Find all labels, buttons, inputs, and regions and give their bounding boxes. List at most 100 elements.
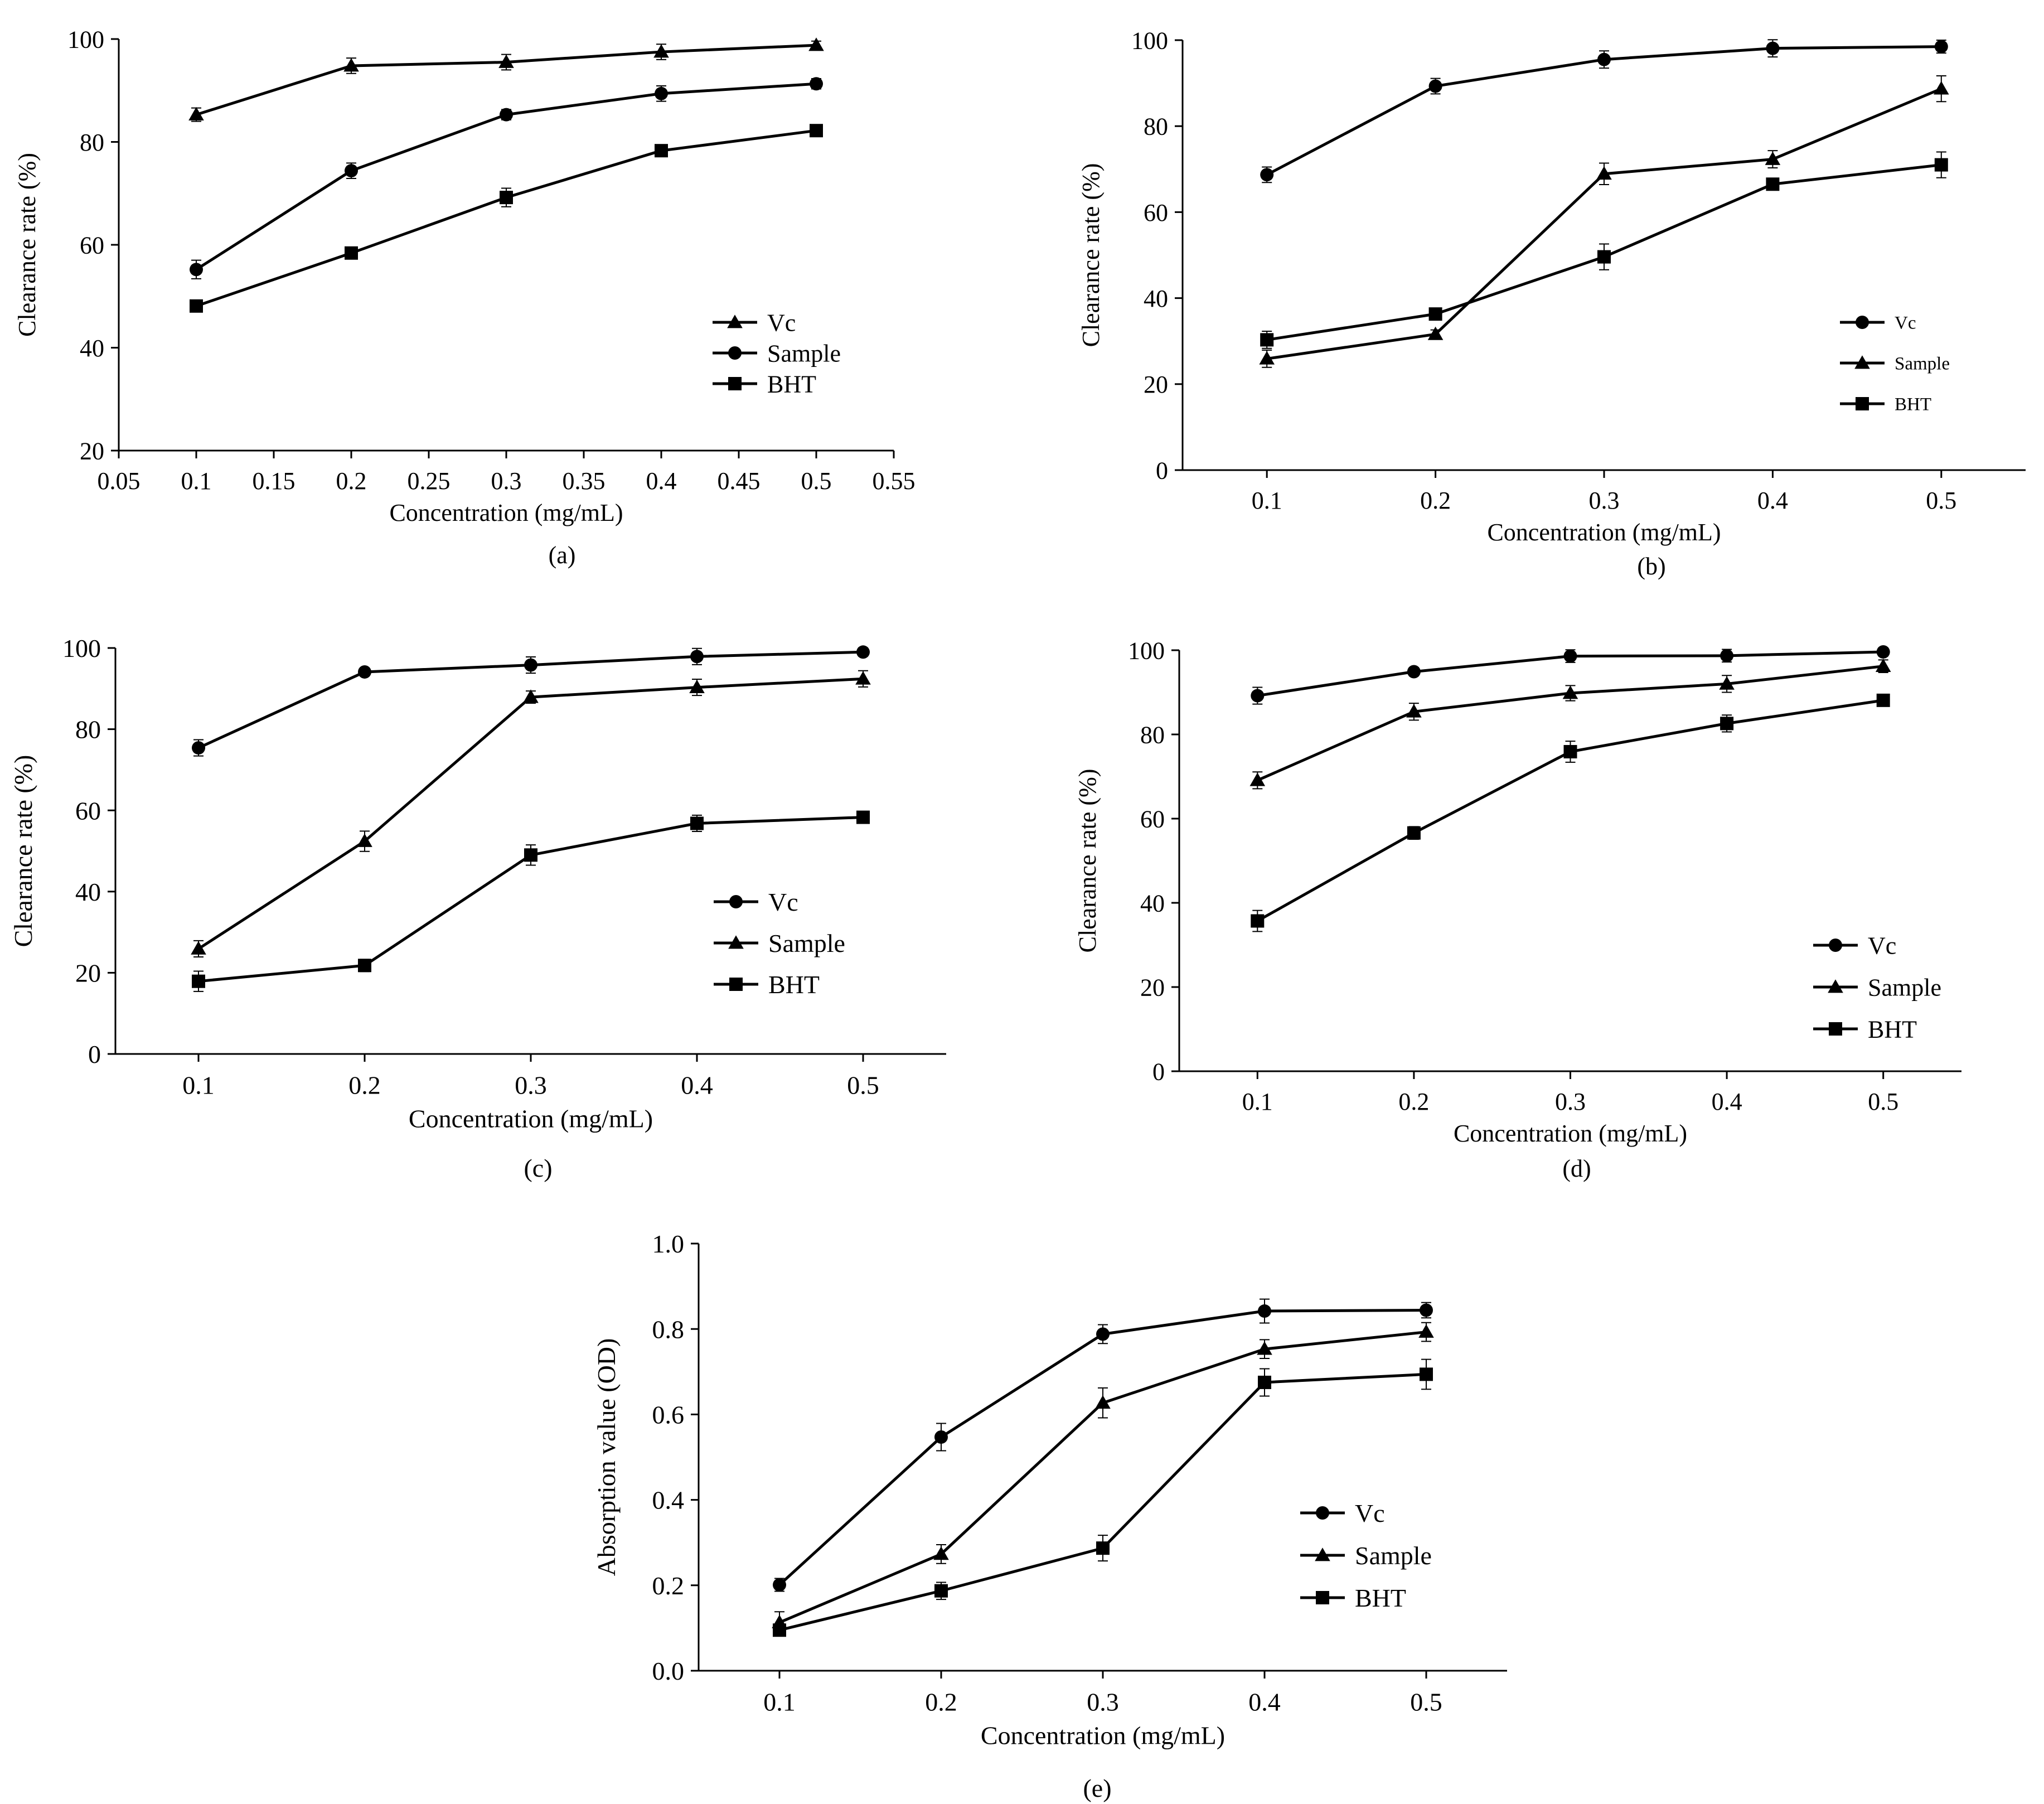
y-tick-label: 100 [62,634,101,662]
data-point [190,299,203,313]
y-tick-label: 100 [1131,27,1168,54]
y-tick-label: 60 [75,796,101,825]
data-point [498,54,514,68]
data-point [345,246,358,260]
legend-marker [1829,939,1842,952]
data-point [190,263,203,277]
x-tick-label: 0.3 [491,467,522,495]
y-tick-label: 60 [80,231,104,259]
series-sample [772,1322,1434,1634]
y-tick-label: 40 [1140,889,1165,917]
x-tick-label: 0.4 [1712,1088,1742,1115]
legend-item-sample: Sample [714,929,845,957]
data-point [1428,79,1442,93]
data-point [1597,250,1611,264]
y-tick-label: 40 [80,335,104,362]
x-tick-label: 0.4 [681,1071,713,1100]
y-tick-label: 0 [88,1040,101,1068]
data-point [690,816,704,830]
data-point [1251,689,1265,703]
data-point [500,191,513,205]
data-point [1876,693,1890,707]
x-tick-label: 0.1 [181,467,212,495]
x-tick-label: 0.5 [1926,487,1956,514]
data-point [524,848,537,862]
data-point [192,974,205,988]
legend-item-bht: BHT [713,370,816,398]
legend-label: Vc [1895,313,1916,333]
y-tick-label: 1.0 [652,1230,685,1258]
panel-caption: (d) [1562,1155,1591,1182]
series-vc [1260,39,1948,183]
x-axis-title: Concentration (mg/mL) [409,1104,653,1133]
x-tick-label: 0.3 [1555,1088,1586,1115]
data-point [1420,1367,1433,1381]
data-point [1563,649,1577,663]
legend-item-bht: BHT [1813,1015,1917,1043]
y-axis-title: Clearance rate (%) [1077,163,1105,347]
x-axis-title: Concentration (mg/mL) [1487,519,1721,546]
data-point [523,689,539,703]
panel-caption: (e) [1083,1774,1111,1802]
data-point [1418,1324,1434,1338]
data-point [188,107,204,120]
series-sample [1259,75,1949,368]
data-point [343,58,359,72]
legend-label: Vc [1355,1499,1385,1527]
y-tick-label: 20 [1144,371,1168,398]
chart-panel-a: 20 40 60 80 100 0.05 0.1 0.15 0.2 0.25 0.3 0.35 0.4 0… [13,26,916,569]
legend-label: BHT [1355,1584,1406,1612]
x-tick-label: 0.1 [182,1071,215,1100]
data-point [1766,177,1780,191]
y-tick-label: 40 [1144,285,1168,312]
legend-item-sample: Sample [1813,974,1941,1001]
data-point [1596,166,1612,180]
legend-item-vc: Vc [714,888,798,916]
legend-marker [729,895,743,908]
data-point [357,833,372,847]
x-tick-label: 0.5 [1410,1688,1442,1716]
data-point [1260,333,1274,347]
y-tick-label: 100 [1128,637,1165,664]
data-point [856,645,870,659]
data-point [1257,1341,1272,1355]
legend-label: BHT [1868,1015,1917,1043]
y-tick-label: 20 [75,959,101,988]
data-point [1876,645,1890,659]
data-point [1251,914,1265,928]
x-tick-label: 0.2 [1398,1088,1429,1115]
data-point [192,741,205,755]
legend-marker [1828,979,1843,993]
y-axis-title: Absorption value (OD) [592,1338,621,1576]
data-point [773,1623,786,1637]
y-tick-label: 80 [1140,721,1165,748]
data-point [855,671,871,685]
legend-label: Sample [767,340,841,367]
data-point [1406,704,1422,718]
chart-panel-d: 0 20 40 60 80 100 0.1 0.2 0.3 0.4 0.5 Concentration… [1074,637,1961,1182]
y-tick-label: 0.6 [652,1401,685,1429]
data-point [1765,151,1781,165]
legend-marker [1316,1506,1329,1520]
chart-panel-b: 0 20 40 60 80 100 0.1 0.2 0.3 0.4 0.5 Concentration… [1077,27,2026,580]
panel-caption: (b) [1637,553,1665,580]
x-tick-label: 0.5 [801,467,832,495]
series-sample [1249,658,1891,790]
x-tick-label: 0.2 [925,1688,957,1716]
x-tick-label: 0.4 [646,467,677,495]
data-point [655,86,668,100]
x-tick-label: 0.1 [763,1688,796,1716]
series-bht [192,810,870,992]
x-tick-label: 0.55 [873,467,916,495]
data-point [934,1430,948,1444]
data-point [655,144,668,158]
x-axis-title: Concentration (mg/mL) [389,499,623,526]
data-point [358,665,371,679]
data-point [358,959,371,973]
data-point [1934,40,1948,54]
data-point [1720,717,1734,731]
y-axis-title: Clearance rate (%) [13,153,41,337]
legend-label: Sample [1868,974,1941,1001]
y-tick-label: 20 [1140,974,1165,1001]
data-point [500,108,513,122]
